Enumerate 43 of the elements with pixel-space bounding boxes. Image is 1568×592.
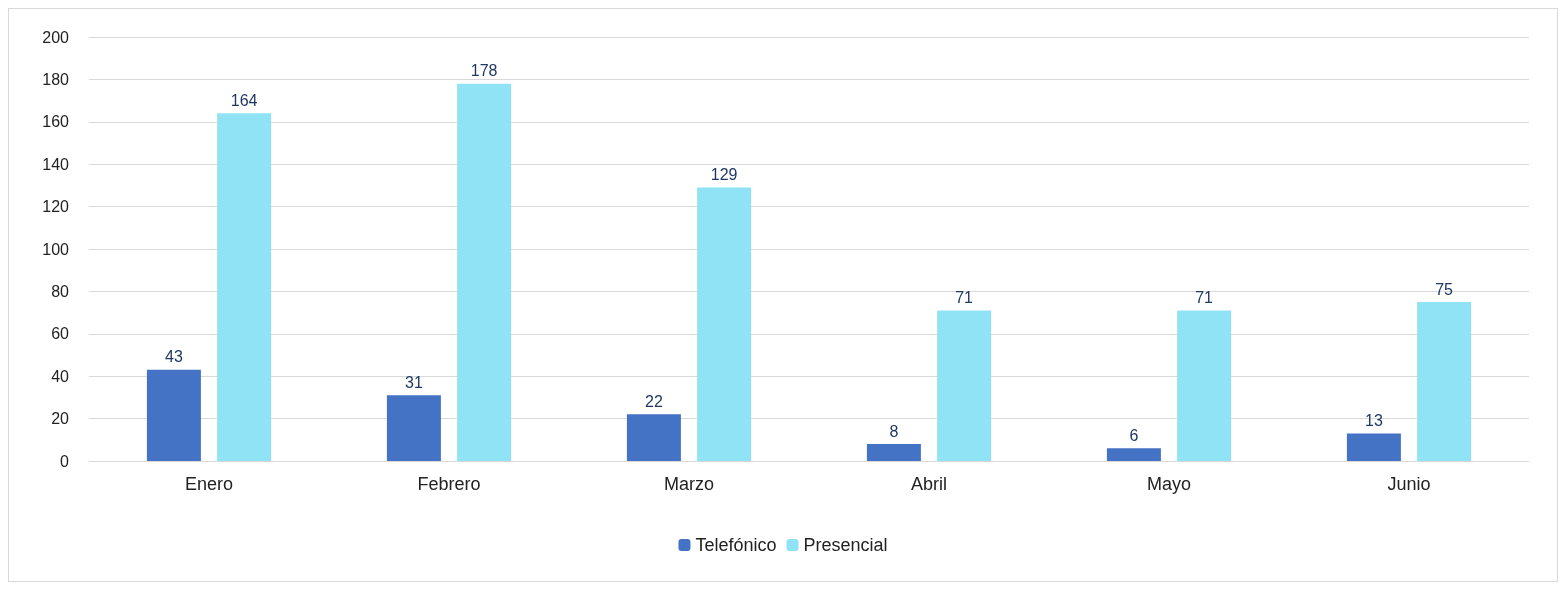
data-label: 71 [955,288,974,306]
data-label: 75 [1435,280,1454,298]
bar [937,310,992,461]
x-tick-label: Febrero [417,474,481,494]
bar [697,187,752,461]
y-tick-label: 200 [42,28,70,46]
x-tick-label: Junio [1387,474,1431,494]
bar [626,414,681,461]
bar [1106,448,1161,461]
x-tick-label: Marzo [663,474,715,494]
bar [1346,433,1401,461]
data-label: 178 [470,62,498,80]
data-label: 164 [230,91,258,109]
y-tick-label: 0 [60,452,70,470]
y-tick-label: 40 [51,367,70,385]
x-tick-label: Enero [184,474,234,494]
y-tick-label: 140 [42,155,70,173]
bar [146,369,201,461]
bar [1417,302,1472,461]
legend-label: Presencial [803,535,888,555]
data-label: 43 [165,348,183,366]
y-tick-label: 20 [51,410,70,428]
data-label: 71 [1195,288,1214,306]
x-tick-label: Mayo [1146,474,1192,494]
x-tick-label: Abril [910,474,948,494]
y-tick-label: 180 [42,70,70,88]
bar [217,113,272,461]
data-label: 129 [710,166,738,184]
bar [866,444,921,461]
bar [457,83,512,461]
data-label: 31 [405,373,423,391]
y-tick-label: 80 [51,282,70,300]
bar [386,395,441,461]
data-label: 13 [1365,411,1383,429]
y-tick-label: 120 [42,198,70,216]
data-label: 6 [1129,426,1139,444]
data-label: 8 [889,422,899,440]
data-label: 22 [645,392,663,410]
y-tick-label: 60 [51,325,70,343]
y-tick-label: 160 [42,113,70,131]
y-tick-label: 100 [42,240,70,258]
legend-label: Telefónico [695,535,777,555]
bar [1177,310,1232,461]
